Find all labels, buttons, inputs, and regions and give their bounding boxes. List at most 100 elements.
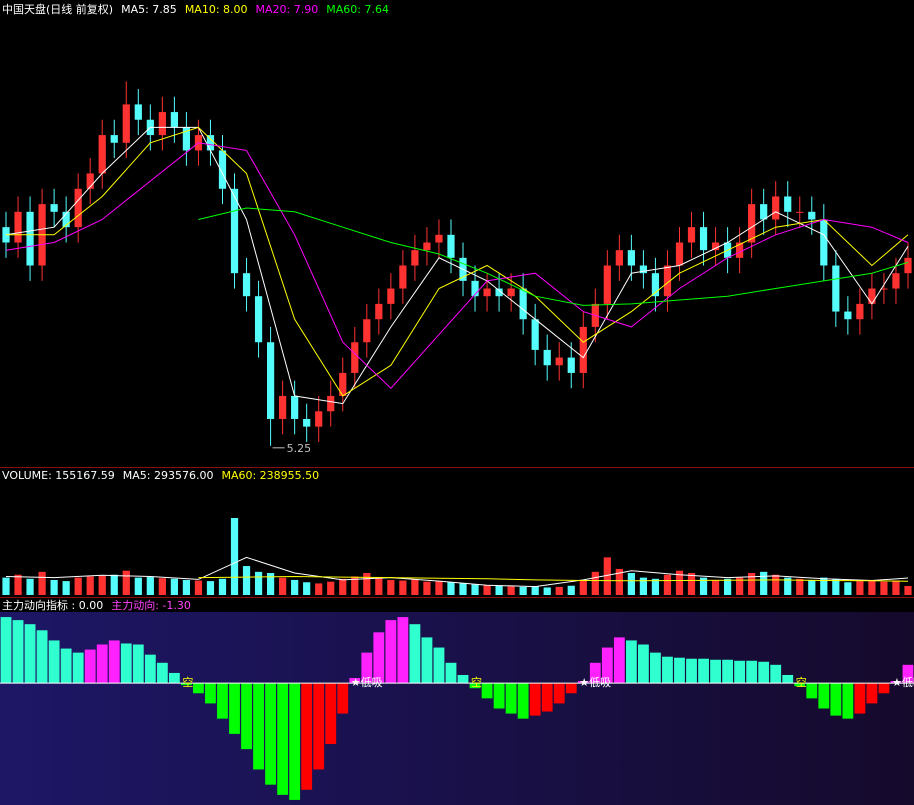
- indicator-bar: [481, 683, 493, 699]
- candle-body: [303, 418, 311, 427]
- ma-line: [5, 142, 909, 390]
- indicator-bar: [156, 662, 168, 684]
- volume-bar: [86, 576, 94, 595]
- volume-ma-line: [198, 575, 909, 582]
- candle-body: [26, 211, 34, 266]
- indicator-bar: [650, 652, 661, 684]
- price-panel: 5.25: [2, 81, 912, 455]
- indicator-bar: [48, 640, 60, 684]
- volume-bar: [820, 577, 828, 595]
- volume-bar: [579, 580, 587, 595]
- indicator-background: [0, 612, 914, 805]
- volume-bar: [483, 585, 491, 595]
- candle-body: [399, 265, 407, 289]
- indicator-bar: [890, 681, 902, 684]
- candle-body: [447, 234, 455, 258]
- indicator-bar: [108, 640, 120, 684]
- candle-body: [230, 188, 239, 274]
- indicator-bar: [301, 683, 313, 790]
- indicator-bar: [686, 658, 697, 684]
- indicator-bar: [132, 644, 144, 684]
- candle-body: [363, 319, 371, 343]
- candle-body: [387, 288, 395, 304]
- indicator-bar: [662, 656, 673, 684]
- indicator-bar: [637, 644, 649, 684]
- candle-body: [471, 280, 479, 297]
- candle-body: [507, 288, 515, 297]
- volume-bar: [62, 581, 70, 595]
- volume-bar: [687, 573, 696, 595]
- indicator-bar: [469, 683, 481, 689]
- indicator-bar: [613, 637, 625, 684]
- volume-bar: [303, 582, 311, 595]
- volume-bar: [760, 571, 768, 595]
- candle-body: [615, 250, 623, 266]
- candle-body: [868, 288, 876, 304]
- volume-bar: [543, 587, 551, 595]
- indicator-bar: [818, 683, 830, 709]
- candle-body: [663, 265, 672, 297]
- volume-bar: [447, 582, 455, 595]
- candle-body: [904, 257, 912, 274]
- indicator-bar: [12, 620, 24, 684]
- indicator-bar: [457, 674, 469, 684]
- indicator-bar: [698, 658, 709, 684]
- indicator-bar: [625, 640, 637, 684]
- candle-body: [543, 349, 551, 366]
- candle-body: [736, 242, 744, 258]
- volume-bar: [327, 581, 335, 595]
- candle-body: [748, 204, 756, 243]
- volume-bar: [808, 579, 816, 595]
- volume-bar: [279, 577, 287, 595]
- candle-body: [856, 303, 864, 320]
- volume-panel: [2, 518, 912, 595]
- volume-bar: [291, 579, 299, 595]
- indicator-bar: [409, 624, 421, 684]
- header-label: 主力动向: -1.30: [111, 598, 191, 612]
- indicator-bar: [265, 683, 277, 785]
- candle-body: [687, 227, 696, 243]
- indicator-bar: [505, 683, 517, 714]
- indicator-bar: [517, 683, 529, 719]
- indicator-bar: [421, 637, 433, 684]
- volume-bar: [146, 577, 154, 595]
- header-label: MA60: 7.64: [326, 3, 389, 16]
- volume-bar: [375, 577, 383, 595]
- volume-bar: [411, 579, 419, 595]
- volume-bar: [2, 577, 10, 595]
- volume-bar: [519, 586, 527, 595]
- indicator-bar: [277, 683, 289, 795]
- candle-body: [639, 265, 648, 274]
- candle-body: [74, 188, 82, 228]
- indicator-bar: [445, 662, 457, 684]
- volume-bar: [194, 580, 203, 595]
- header-label: MA10: 8.00: [185, 3, 248, 16]
- indicator-bar: [253, 683, 264, 770]
- indicator-bar: [722, 659, 734, 684]
- indicator-bar: [0, 617, 12, 684]
- candle-body: [86, 173, 94, 189]
- candle-body: [266, 342, 275, 419]
- volume-bar: [134, 577, 142, 595]
- candle-body: [206, 135, 215, 151]
- volume-bar: [315, 583, 323, 595]
- candle-body: [423, 242, 431, 251]
- volume-bar: [784, 577, 792, 595]
- indicator-bar: [337, 683, 349, 714]
- headers: 中国天盘(日线 前复权) MA5: 7.85 MA10: 8.00 MA20: 7.9…: [2, 2, 389, 612]
- indicator-bar: [794, 683, 806, 687]
- volume-bar: [242, 566, 251, 595]
- indicator-bar: [349, 678, 361, 684]
- volume-bar: [736, 577, 744, 595]
- indicator-bar: [782, 674, 794, 684]
- volume-bar: [98, 575, 106, 595]
- candle-body: [254, 296, 263, 343]
- candle-body: [699, 227, 708, 251]
- volume-bar: [266, 573, 275, 595]
- signal-label: ★低吸: [892, 676, 914, 689]
- indicator-bar: [36, 630, 48, 684]
- candle-body: [411, 250, 419, 266]
- candle-body: [519, 288, 527, 320]
- volume-bar: [339, 578, 347, 595]
- volume-bar: [904, 586, 912, 595]
